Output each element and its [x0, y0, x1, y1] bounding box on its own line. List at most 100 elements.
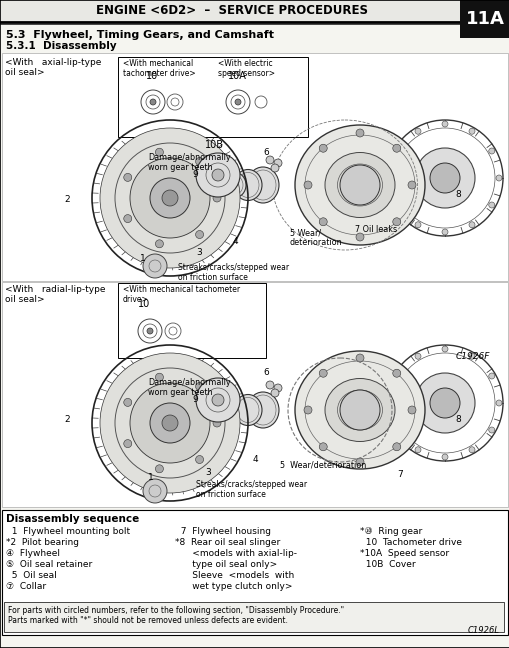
Circle shape: [340, 390, 379, 430]
Text: type oil seal only>: type oil seal only>: [175, 560, 277, 569]
Circle shape: [195, 157, 203, 165]
Circle shape: [155, 465, 163, 473]
Text: 5  Oil seal: 5 Oil seal: [6, 571, 56, 580]
Circle shape: [124, 399, 131, 406]
Text: Disassembly sequence: Disassembly sequence: [6, 514, 139, 524]
Circle shape: [270, 164, 278, 172]
Ellipse shape: [294, 125, 424, 245]
Text: ⑦  Collar: ⑦ Collar: [6, 582, 46, 591]
Text: 7  Flywheel housing: 7 Flywheel housing: [175, 527, 270, 536]
Circle shape: [195, 231, 203, 238]
Text: 7: 7: [396, 470, 402, 479]
Bar: [0, 0, 459, 22]
Circle shape: [488, 202, 494, 208]
Bar: [118, 283, 266, 358]
Circle shape: [130, 158, 210, 238]
Bar: [2, 282, 507, 507]
Circle shape: [162, 415, 178, 431]
Circle shape: [488, 427, 494, 433]
Bar: [4, 602, 503, 632]
Circle shape: [212, 394, 223, 406]
Circle shape: [355, 129, 363, 137]
Circle shape: [212, 169, 223, 181]
Circle shape: [124, 214, 131, 223]
Text: 5 Wear/
deterioration: 5 Wear/ deterioration: [290, 228, 342, 248]
Text: *10A  Speed sensor: *10A Speed sensor: [359, 549, 448, 558]
Circle shape: [387, 400, 393, 406]
Circle shape: [100, 353, 240, 493]
Circle shape: [155, 240, 163, 248]
Text: <With mechanical
tachometer drive>: <With mechanical tachometer drive>: [123, 59, 195, 78]
Circle shape: [394, 148, 401, 154]
Circle shape: [468, 446, 474, 453]
Circle shape: [387, 175, 393, 181]
Text: 7 Oil leaks: 7 Oil leaks: [354, 225, 397, 234]
Circle shape: [355, 354, 363, 362]
Circle shape: [273, 384, 281, 392]
Text: ④  Flywheel: ④ Flywheel: [6, 549, 60, 558]
Text: 5.3  Flywheel, Timing Gears, and Camshaft: 5.3 Flywheel, Timing Gears, and Camshaft: [6, 30, 273, 40]
Circle shape: [150, 99, 156, 105]
Circle shape: [143, 479, 166, 503]
Ellipse shape: [324, 152, 394, 218]
Text: 11A: 11A: [465, 10, 503, 28]
Circle shape: [495, 175, 501, 181]
Text: 3: 3: [205, 468, 210, 477]
Text: 8: 8: [454, 190, 460, 199]
Text: *⑩  Ring gear: *⑩ Ring gear: [359, 527, 421, 536]
Text: <models with axial-lip-: <models with axial-lip-: [175, 549, 296, 558]
Circle shape: [392, 145, 400, 152]
Circle shape: [394, 202, 401, 208]
Circle shape: [355, 458, 363, 466]
Circle shape: [124, 174, 131, 181]
Circle shape: [407, 181, 415, 189]
Circle shape: [195, 153, 240, 197]
Circle shape: [414, 222, 420, 227]
Text: 10A: 10A: [228, 71, 246, 81]
Text: 4: 4: [252, 455, 258, 464]
Text: *8  Rear oil seal slinger: *8 Rear oil seal slinger: [175, 538, 280, 547]
Circle shape: [266, 156, 273, 164]
Text: ⑤  Oil seal retainer: ⑤ Oil seal retainer: [6, 560, 92, 569]
Text: 1  Flywheel mounting bolt: 1 Flywheel mounting bolt: [6, 527, 130, 536]
Circle shape: [150, 178, 190, 218]
Circle shape: [147, 328, 153, 334]
Circle shape: [392, 369, 400, 377]
Circle shape: [441, 454, 447, 460]
Circle shape: [100, 128, 240, 268]
Text: 10B: 10B: [205, 140, 223, 150]
Circle shape: [414, 148, 474, 208]
Text: ENGINE <6D2>  –  SERVICE PROCEDURES: ENGINE <6D2> – SERVICE PROCEDURES: [96, 5, 367, 17]
Circle shape: [392, 443, 400, 451]
Bar: [118, 57, 307, 137]
Circle shape: [429, 388, 459, 418]
Circle shape: [266, 381, 273, 389]
Circle shape: [407, 406, 415, 414]
Text: 2: 2: [64, 195, 70, 204]
Ellipse shape: [324, 378, 394, 441]
Circle shape: [488, 373, 494, 379]
Text: 4: 4: [233, 237, 238, 246]
Text: For parts with circled numbers, refer to the following section, "Disassembly Pro: For parts with circled numbers, refer to…: [8, 606, 344, 615]
Circle shape: [414, 446, 420, 453]
Circle shape: [414, 373, 474, 433]
Text: 1: 1: [140, 254, 146, 263]
Circle shape: [441, 121, 447, 127]
Text: <With electric
speed sensor>: <With electric speed sensor>: [217, 59, 274, 78]
Ellipse shape: [234, 395, 262, 426]
Circle shape: [355, 233, 363, 241]
Circle shape: [213, 419, 220, 427]
Text: 9: 9: [191, 170, 197, 179]
Circle shape: [495, 400, 501, 406]
Circle shape: [414, 353, 420, 359]
Circle shape: [303, 406, 312, 414]
Circle shape: [319, 369, 327, 377]
Text: 3: 3: [195, 248, 202, 257]
Circle shape: [195, 382, 203, 391]
Ellipse shape: [234, 170, 262, 200]
Circle shape: [441, 229, 447, 235]
Text: Streaks/cracks/stepped wear
on friction surface: Streaks/cracks/stepped wear on friction …: [195, 480, 306, 500]
Circle shape: [213, 194, 220, 202]
Bar: [2, 510, 507, 635]
Text: Parts marked with "*" should not be removed unless defects are evident.: Parts marked with "*" should not be remo…: [8, 616, 287, 625]
